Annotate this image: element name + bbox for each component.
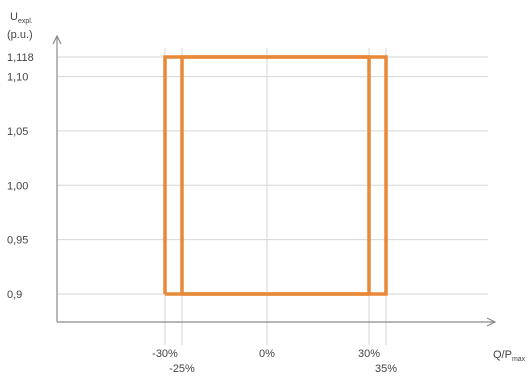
x-tick-label: -25% [169, 363, 195, 375]
y-tick-label: 1,05 [7, 126, 28, 138]
x-tick-label: 0% [259, 348, 275, 360]
x-axis-arrow [486, 317, 497, 327]
y-tick-label: 1,00 [7, 180, 28, 192]
grid-layer [57, 48, 488, 345]
x-tick-label: -30% [152, 348, 178, 360]
y-axis-arrow [52, 34, 62, 45]
series-1-line [163, 55, 388, 296]
y-axis-unit: (p.u.) [7, 29, 33, 41]
y-axis-title-sub: expl. [18, 18, 33, 25]
series-2-line [180, 55, 371, 296]
y-tick-label: 1,10 [7, 72, 28, 84]
axis-layer [52, 34, 497, 327]
x-axis-title-sub: max [512, 356, 526, 363]
x-tick-label: 35% [375, 363, 397, 375]
x-tick-label: 30% [358, 348, 380, 360]
label-layer: 1,118 1,10 1,05 1,00 0,95 0,9 -30% -25% 0% 30% 35%… [7, 11, 526, 375]
x-axis-title-main: Q/P [493, 349, 512, 361]
y-tick-label: 0,95 [7, 235, 28, 247]
y-tick-label: 1,118 [7, 52, 34, 64]
x-axis-title: Q/Pmax [493, 349, 526, 363]
series-layer [163, 55, 388, 296]
y-axis-title-main: U [10, 11, 18, 23]
y-tick-label: 0,9 [7, 289, 22, 301]
y-axis-title: Uexpl. [10, 11, 33, 25]
